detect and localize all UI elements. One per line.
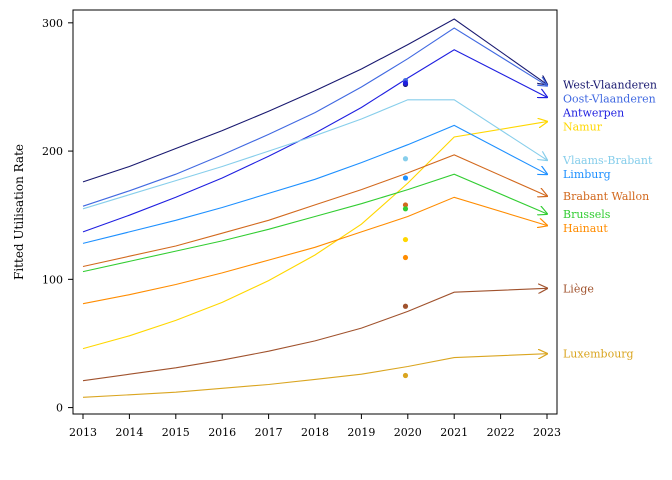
y-tick-label: 100 — [42, 273, 63, 286]
observed-point — [402, 156, 409, 162]
series-end-label: Limburg — [563, 168, 611, 181]
series-line — [82, 154, 547, 268]
end-labels: West-VlaanderenOost-VlaanderenAntwerpenN… — [562, 78, 657, 360]
series-line — [82, 173, 547, 273]
x-tick-label: 2022 — [487, 426, 515, 439]
series-line — [82, 27, 547, 207]
series-end-label: Brabant Wallon — [563, 190, 649, 203]
observed-point — [402, 372, 409, 379]
series-end-label: Liège — [563, 282, 594, 295]
observed-points — [402, 77, 409, 379]
observed-point — [402, 303, 409, 309]
x-tick-label: 2017 — [255, 426, 283, 439]
series-end-label: Antwerpen — [562, 106, 624, 119]
observed-point — [402, 254, 409, 261]
y-axis: 0 100 200 300 — [42, 17, 73, 415]
observed-point — [402, 206, 409, 212]
y-tick-label: 300 — [42, 17, 63, 30]
x-tick-label: 2014 — [115, 426, 143, 439]
observed-point — [402, 202, 409, 208]
series-line — [82, 99, 547, 210]
x-axis: 2013 2014 2015 2016 2017 2018 2019 2020 2021 2022… — [69, 414, 561, 439]
series-end-label: Namur — [563, 120, 603, 133]
y-axis-title: Fitted Utilisation Rate — [12, 144, 26, 280]
series-end-label: Vlaams-Brabant — [562, 154, 653, 167]
y-tick-label: 0 — [56, 402, 63, 415]
series-end-label: Oost-Vlaanderen — [563, 92, 656, 105]
x-tick-label: 2021 — [440, 426, 468, 439]
series-line — [82, 18, 547, 183]
x-tick-label: 2019 — [347, 426, 375, 439]
series-line — [82, 196, 547, 305]
observed-point — [402, 80, 409, 86]
observed-point — [402, 175, 409, 181]
series-line — [82, 122, 547, 350]
series-end-label: Brussels — [563, 208, 611, 221]
series-end-label: Hainaut — [563, 222, 608, 235]
x-tick-label: 2016 — [208, 426, 236, 439]
series-end-label: Luxembourg — [563, 348, 634, 361]
x-tick-label: 2023 — [533, 426, 561, 439]
series-line — [82, 49, 547, 233]
series-line — [82, 288, 547, 382]
x-tick-label: 2013 — [69, 426, 97, 439]
plot-frame — [72, 9, 558, 415]
series-line — [82, 124, 547, 244]
x-tick-label: 2018 — [301, 426, 329, 439]
series-end-label: West-Vlaanderen — [563, 78, 657, 91]
series-lines — [82, 18, 547, 398]
x-tick-label: 2015 — [162, 426, 190, 439]
x-tick-label: 2020 — [394, 426, 422, 439]
observed-point — [402, 236, 409, 243]
y-tick-label: 200 — [42, 145, 63, 158]
series-line — [82, 354, 547, 398]
